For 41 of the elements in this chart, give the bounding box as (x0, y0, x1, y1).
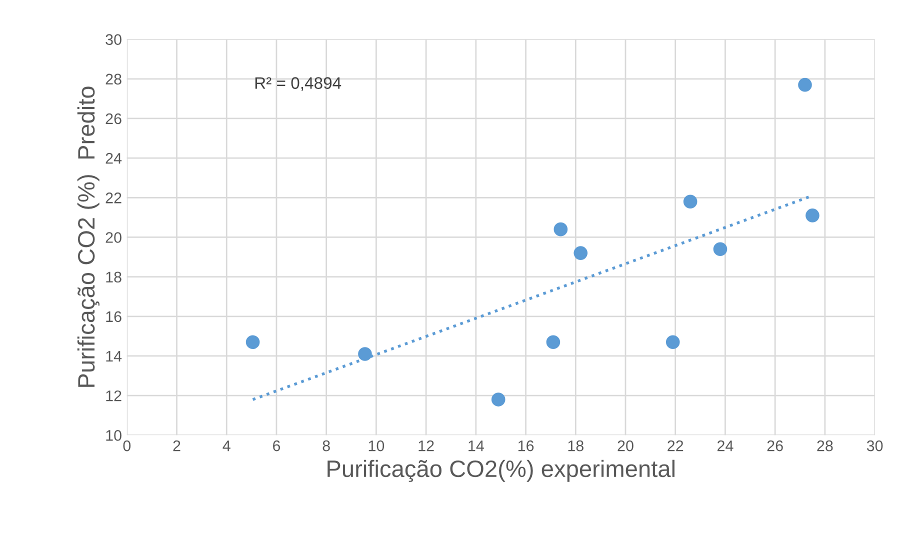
x-tick-label: 26 (767, 440, 783, 452)
point (554, 222, 568, 236)
x-tick-label: 16 (518, 440, 534, 452)
x-tick-label: 6 (273, 440, 280, 452)
point (683, 194, 698, 209)
x-tick-label: 8 (322, 440, 330, 452)
point (246, 335, 260, 350)
y-tick-label: 26 (106, 113, 122, 124)
x-tick-label: 28 (817, 440, 833, 452)
x-tick-label: 12 (418, 440, 434, 452)
x-tick-label: 0 (123, 440, 131, 452)
point (574, 246, 588, 260)
point (798, 78, 812, 92)
y-tick-label: 22 (106, 192, 122, 204)
point (713, 242, 728, 256)
y-tick-label: 12 (106, 390, 122, 402)
point (806, 208, 820, 222)
point (358, 347, 372, 361)
y-tick-label: 28 (106, 74, 122, 85)
x-tick-label: 30 (866, 440, 883, 452)
y-tick-label: 10 (106, 430, 122, 441)
x-tick-label: 2 (173, 440, 180, 452)
x-tick-label: 14 (468, 440, 484, 452)
x-tick-label: 18 (568, 440, 584, 452)
x-tick-label: 22 (668, 440, 684, 452)
y-tick-label: 20 (106, 232, 122, 243)
annotation: R² = 0,4894 (255, 77, 342, 91)
x-tick-label: 4 (222, 440, 230, 452)
y-tick-label: 14 (106, 351, 122, 362)
x-axis-title: Purificação CO2(%) experimental (328, 460, 674, 482)
point (491, 392, 506, 406)
point (666, 335, 680, 350)
x-tick-label: 24 (717, 440, 734, 452)
y-tick-label: 16 (106, 311, 122, 322)
x-tick-label: 10 (368, 440, 384, 452)
y-axis-title: Purificação CO2 (%) Predito (77, 86, 100, 387)
x-tick-label: 20 (618, 440, 634, 452)
y-tick-label: 18 (106, 272, 122, 283)
point (546, 335, 560, 350)
y-tick-label: 30 (106, 34, 122, 45)
y-tick-label: 24 (106, 152, 122, 164)
